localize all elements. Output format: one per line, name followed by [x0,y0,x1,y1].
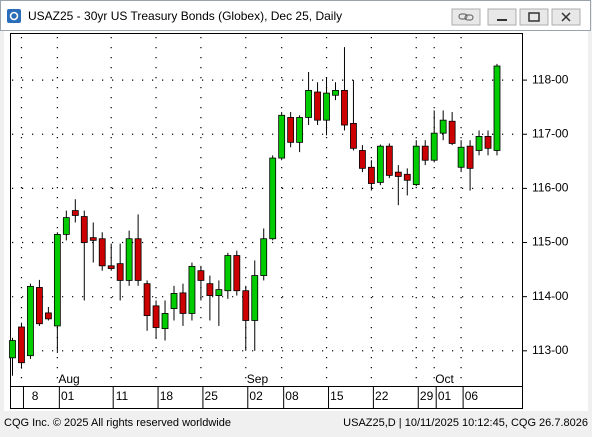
month-label: Oct [435,372,454,386]
candle-body [224,255,232,292]
plot-area [10,33,523,387]
candle-body [403,173,411,181]
candle-body [269,157,277,240]
candle-body [412,145,420,185]
y-tick-label: 114-00 [532,289,569,303]
x-tick-label: 08 [285,389,299,403]
candle-body [18,326,25,364]
candle-body [53,234,61,327]
date-axis [10,386,523,409]
candle-body [359,150,366,169]
candle-body [233,255,241,292]
candle-body [62,217,70,235]
month-label: Sep [247,372,269,386]
y-tick-label: 117-00 [532,126,569,140]
candle-body [80,216,88,243]
link-button[interactable] [451,8,481,26]
y-tick-label: 115-00 [532,235,569,249]
candle-body [44,312,52,320]
candle-body [457,146,465,168]
candle-body [385,145,393,176]
chart-layer: 113-00 114-00 115-00 116-00 117-00 118-00 8 01 1… [9,37,569,408]
x-tick-label: 15 [330,389,344,403]
candle-body [314,91,321,121]
app-icon [7,9,21,23]
candle-body [394,171,402,177]
candle-body [421,145,429,161]
close-button[interactable] [551,8,581,26]
candle-body [161,313,169,330]
candle-body [215,289,223,296]
candle-body [296,117,304,143]
candle-body [376,145,384,183]
candle-body [197,270,205,281]
footer-right: USAZ25,D | 10/11/2025 10:12:45, CQG 26.7… [343,417,588,429]
candle-body [134,238,142,281]
candle-body [206,283,214,296]
candle-body [170,293,178,309]
x-tick-label: 29 [420,389,434,403]
candle-body [439,119,447,134]
candle-body [107,265,115,269]
candle-body [448,120,456,144]
candle-body [143,283,151,317]
app-icon-glyph [9,11,19,21]
y-tick-label: 118-00 [532,72,569,86]
candle-body [475,136,483,151]
x-tick-label: 01 [438,389,452,403]
candle-body [251,275,259,321]
candle-body [89,237,97,241]
candle-body [260,238,268,276]
candle-body [71,210,79,216]
y-tick-label: 116-00 [532,181,569,195]
candle-body [98,238,106,267]
y-tick-label: 113-00 [532,343,569,357]
candle-body [493,65,501,151]
x-tick-label: 01 [61,389,75,403]
candle-body [125,238,133,281]
maximize-button[interactable] [519,8,549,26]
x-tick-label: 06 [465,389,479,403]
candle-body [116,263,124,281]
x-tick-label: 8 [32,389,39,403]
x-tick-label: 02 [249,389,263,403]
candle-body [179,292,187,314]
x-tick-label: 22 [375,389,389,403]
window-title: USAZ25 - 30yr US Treasury Bonds (Globex)… [28,9,342,23]
candle-body [350,123,357,149]
x-tick-label: 18 [160,389,174,403]
candle-body [242,290,250,321]
candle-body [430,132,438,161]
candle-body [341,89,348,126]
candle-body [332,89,339,96]
candle-body [27,285,34,357]
candle-body [9,340,16,359]
minimize-button[interactable] [487,8,517,26]
candle-body [287,117,295,143]
candle-body [484,136,492,149]
candle-body [367,166,375,184]
candle-body [305,89,312,118]
candle-body [466,145,474,169]
candle-body [278,114,286,159]
candle-body [36,287,43,325]
candle-body [152,305,160,328]
candle-body [323,92,330,121]
month-label: Aug [58,372,79,386]
candle-body [188,265,196,314]
footer-left: CQG Inc. © 2025 All rights reserved worl… [4,417,231,429]
x-tick-label: 11 [116,389,129,403]
x-tick-label: 25 [205,389,219,403]
